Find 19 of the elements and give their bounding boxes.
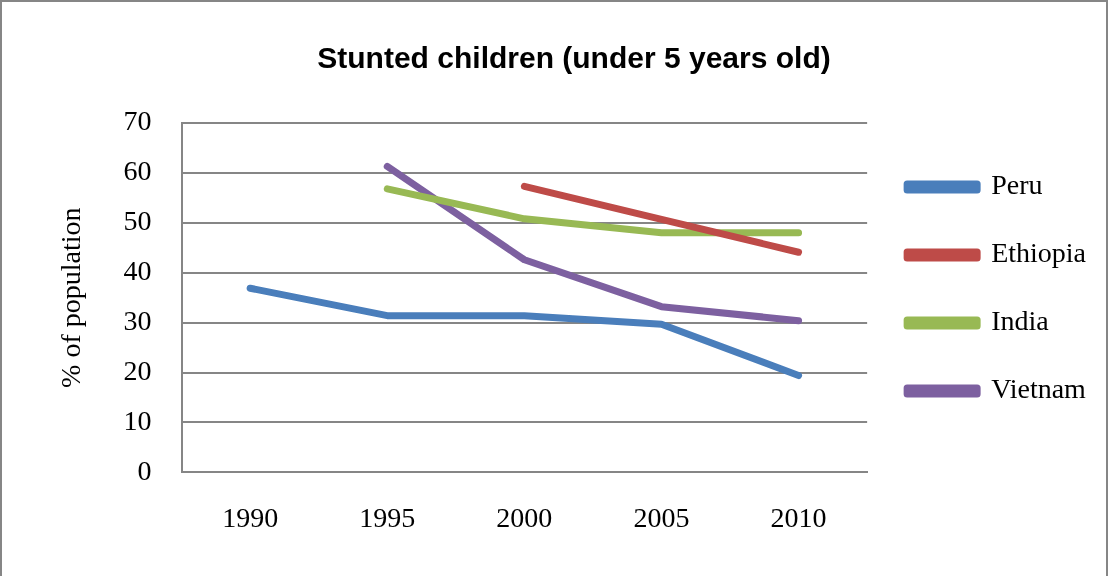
legend-label: Peru	[991, 169, 1043, 201]
y-tick-label: 20	[123, 354, 152, 386]
legend-label: Ethiopia	[991, 237, 1087, 269]
y-axis-title: % of population	[55, 207, 87, 388]
x-tick-label: 2010	[770, 501, 827, 533]
x-tick-label: 2000	[496, 501, 553, 533]
y-tick-label: 50	[123, 205, 152, 237]
y-tick-label: 70	[123, 105, 152, 137]
legend-label: India	[991, 305, 1050, 337]
y-tick-label: 0	[137, 454, 152, 486]
y-tick-label: 10	[123, 404, 152, 436]
x-tick-label: 1995	[359, 501, 416, 533]
x-tick-label: 2005	[633, 501, 690, 533]
y-tick-label: 30	[123, 305, 152, 337]
chart-title: Stunted children (under 5 years old)	[317, 41, 831, 75]
x-tick-label: 1990	[222, 501, 279, 533]
y-tick-label: 60	[123, 155, 152, 187]
y-tick-label: 40	[123, 255, 152, 287]
legend-label: Vietnam	[991, 373, 1087, 405]
